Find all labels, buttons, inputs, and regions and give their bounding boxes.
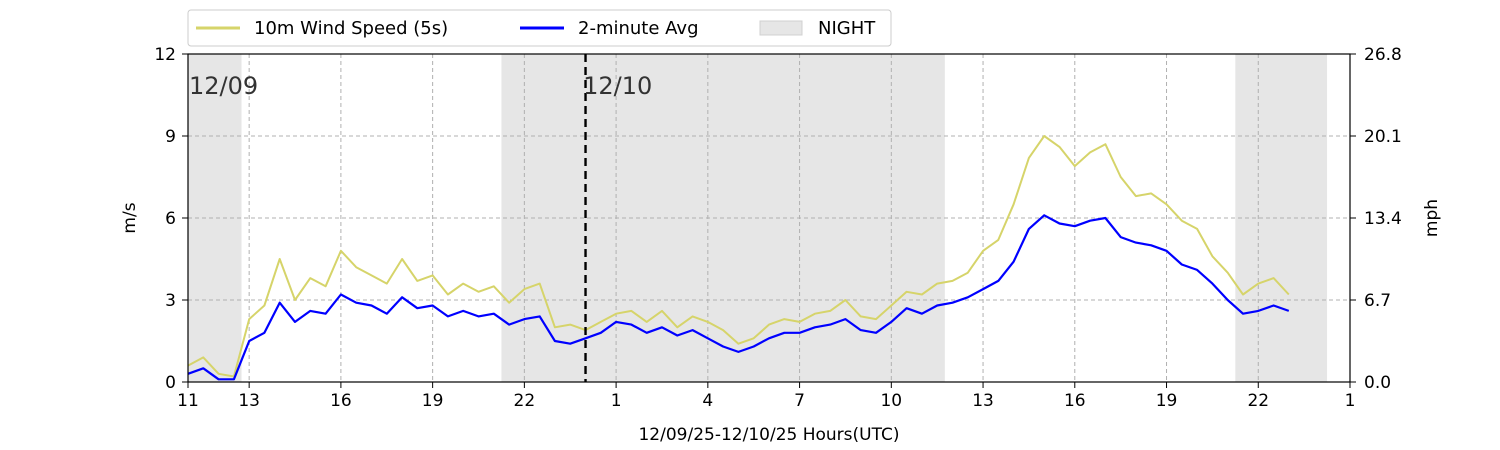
legend-label-night: NIGHT: [818, 18, 876, 39]
axis-ticks: 11 13 16 19 22 1 4 7 10 13 16 19 22 10369120.06.713.4…: [154, 45, 1402, 411]
x-tick-label: 13: [972, 391, 994, 411]
y-tick-label: 6: [165, 209, 176, 229]
date-label: 12/10: [583, 72, 652, 100]
x-tick-label: 22: [1247, 391, 1269, 411]
y-tick-label: 0: [165, 373, 176, 393]
x-tick-label: 7: [794, 391, 805, 411]
series-line-two-minute-avg: [187, 214, 1290, 381]
legend-label-wind-speed: 10m Wind Speed (5s): [254, 18, 448, 39]
x-tick-label: 1: [1345, 391, 1356, 411]
series-line-wind-speed: [187, 135, 1290, 378]
y-tick-label: 3: [165, 291, 176, 311]
x-tick-label: 1: [611, 391, 622, 411]
x-tick-label: 19: [1156, 391, 1178, 411]
axis-labels: 12/09/25-12/10/25 Hours(UTC) m/s mph: [120, 199, 1442, 445]
x-tick-label: 16: [1064, 391, 1086, 411]
y-right-tick-label: 26.8: [1364, 45, 1402, 65]
date-label: 12/09: [189, 72, 258, 100]
y-right-tick-label: 13.4: [1364, 209, 1402, 229]
x-tick-label: 13: [238, 391, 260, 411]
x-tick-label: 16: [330, 391, 352, 411]
series-lines: [187, 135, 1290, 381]
legend-label-two-minute-avg: 2-minute Avg: [578, 18, 699, 39]
y-tick-label: 12: [154, 45, 176, 65]
x-tick-label: 4: [702, 391, 713, 411]
legend: 10m Wind Speed (5s) 2-minute Avg NIGHT: [187, 9, 892, 47]
legend-swatch-night: [759, 20, 803, 36]
gridlines: [188, 54, 1350, 382]
y-right-axis-title: mph: [1422, 199, 1442, 237]
day-boundary: 12/09 12/10: [189, 54, 652, 382]
y-right-tick-label: 20.1: [1364, 127, 1402, 147]
x-tick-label: 10: [880, 391, 902, 411]
x-tick-label: 22: [514, 391, 536, 411]
y-tick-label: 9: [165, 127, 176, 147]
x-tick-label: 11: [177, 391, 199, 411]
y-axis-title: m/s: [120, 202, 140, 233]
y-right-tick-label: 0.0: [1364, 373, 1391, 393]
x-axis-title: 12/09/25-12/10/25 Hours(UTC): [638, 425, 899, 445]
x-tick-label: 19: [422, 391, 444, 411]
y-right-tick-label: 6.7: [1364, 291, 1391, 311]
